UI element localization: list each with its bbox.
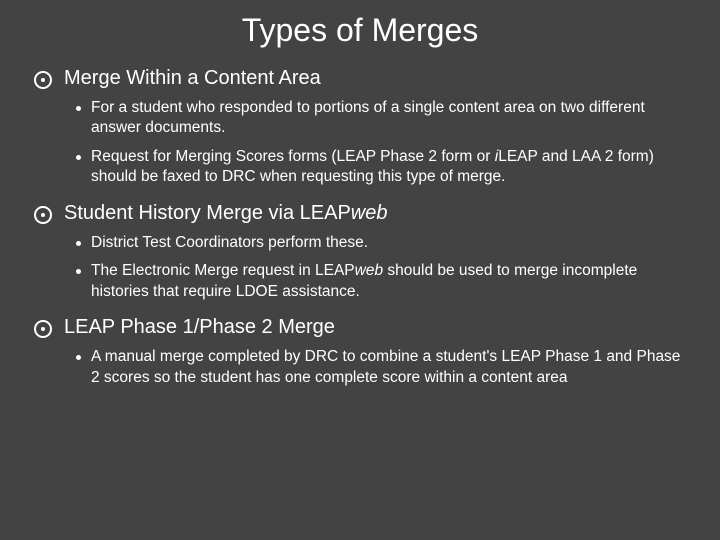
section-merge-within-content-area: Merge Within a Content Area For a studen… bbox=[34, 67, 686, 188]
heading-italic-suffix: web bbox=[351, 202, 388, 224]
item-text: District Test Coordinators perform these… bbox=[91, 233, 686, 253]
slide-container: Types of Merges Merge Within a Content A… bbox=[0, 0, 720, 540]
heading-text: LEAP Phase 1/Phase 2 Merge bbox=[64, 316, 335, 339]
heading-text: Student History Merge via LEAPweb bbox=[64, 202, 388, 225]
section-heading: LEAP Phase 1/Phase 2 Merge bbox=[34, 316, 686, 339]
list-item: The Electronic Merge request in LEAPweb … bbox=[76, 261, 686, 302]
dot-bullet-icon bbox=[76, 155, 81, 160]
list-item: A manual merge completed by DRC to combi… bbox=[76, 347, 686, 388]
section-heading: Student History Merge via LEAPweb bbox=[34, 202, 686, 225]
sub-list: A manual merge completed by DRC to combi… bbox=[34, 347, 686, 388]
heading-prefix: Student History Merge via LEAP bbox=[64, 202, 351, 224]
dot-bullet-icon bbox=[76, 241, 81, 246]
sub-list: For a student who responded to portions … bbox=[34, 98, 686, 188]
circled-dot-bullet-icon bbox=[34, 206, 52, 224]
item-text: A manual merge completed by DRC to combi… bbox=[91, 347, 686, 388]
list-item: For a student who responded to portions … bbox=[76, 98, 686, 139]
item-text: Request for Merging Scores forms (LEAP P… bbox=[91, 147, 686, 188]
heading-prefix: Merge Within a Content Area bbox=[64, 67, 321, 89]
circled-dot-bullet-icon bbox=[34, 71, 52, 89]
heading-prefix: LEAP Phase 1/Phase 2 Merge bbox=[64, 316, 335, 338]
heading-text: Merge Within a Content Area bbox=[64, 67, 321, 90]
section-student-history-merge: Student History Merge via LEAPweb Distri… bbox=[34, 202, 686, 302]
section-heading: Merge Within a Content Area bbox=[34, 67, 686, 90]
section-leap-phase-merge: LEAP Phase 1/Phase 2 Merge A manual merg… bbox=[34, 316, 686, 388]
item-text: The Electronic Merge request in LEAPweb … bbox=[91, 261, 686, 302]
dot-bullet-icon bbox=[76, 269, 81, 274]
list-item: District Test Coordinators perform these… bbox=[76, 233, 686, 253]
dot-bullet-icon bbox=[76, 106, 81, 111]
slide-title: Types of Merges bbox=[34, 12, 686, 49]
sub-list: District Test Coordinators perform these… bbox=[34, 233, 686, 302]
item-text: For a student who responded to portions … bbox=[91, 98, 686, 139]
circled-dot-bullet-icon bbox=[34, 320, 52, 338]
dot-bullet-icon bbox=[76, 355, 81, 360]
list-item: Request for Merging Scores forms (LEAP P… bbox=[76, 147, 686, 188]
